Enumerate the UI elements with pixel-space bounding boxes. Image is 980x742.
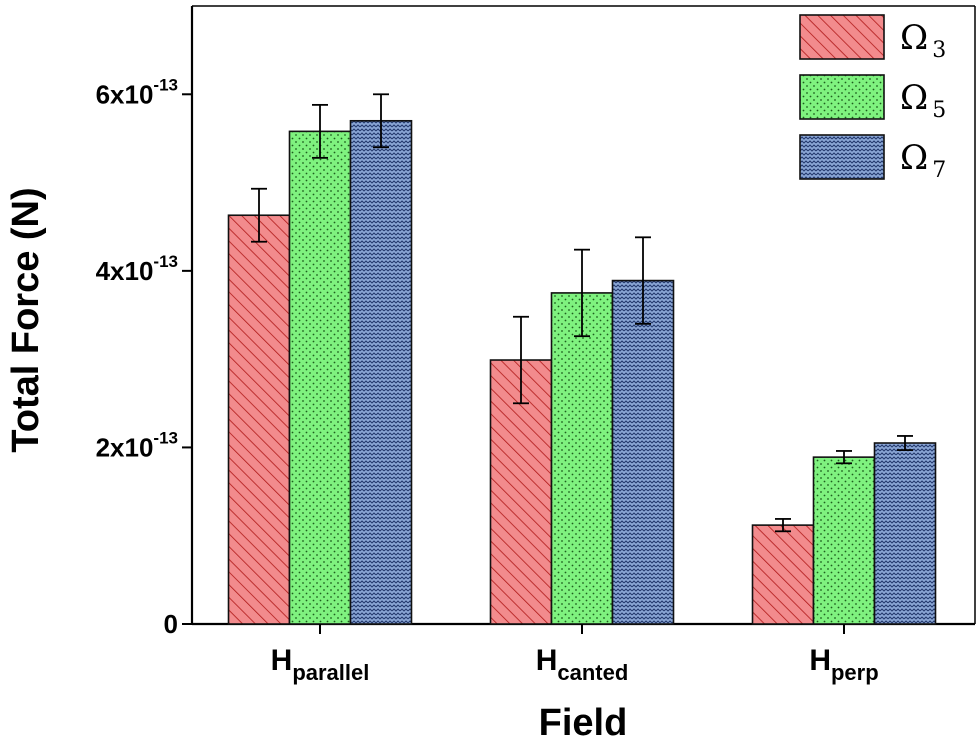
x-tick-label-sub: perp xyxy=(831,660,879,685)
y-tick-exponent: -13 xyxy=(153,75,178,94)
x-tick-label-main: H xyxy=(271,644,293,677)
x-axis-title: Field xyxy=(539,702,628,742)
legend-swatch xyxy=(799,74,885,120)
legend: Ω 3Ω 5Ω 7 xyxy=(799,14,946,183)
y-tick-mantissa: 6x10 xyxy=(96,79,154,109)
x-tick-label-main: H xyxy=(536,644,558,677)
y-tick-exponent: -13 xyxy=(153,252,178,271)
bar-Ω5-perp xyxy=(812,456,876,625)
y-tick-label: 4x10-13 xyxy=(96,252,178,286)
error-bar xyxy=(574,248,590,338)
error-bar xyxy=(836,450,852,465)
error-bars-group xyxy=(251,93,913,533)
legend-label-subscript: 3 xyxy=(932,38,946,63)
y-axis-title: Total Force (N) xyxy=(5,187,47,452)
y-tick-exponent: -13 xyxy=(153,428,178,447)
x-axis-ticks: Hparallel Hcanted Hperp xyxy=(271,624,879,685)
error-bar xyxy=(373,93,389,149)
y-tick-mantissa: 2x10 xyxy=(96,432,154,462)
error-bar xyxy=(897,435,913,451)
x-tick-label-canted: Hcanted xyxy=(536,644,629,685)
bar-Ω5-parallel xyxy=(288,130,352,625)
x-tick-label-parallel: Hparallel xyxy=(271,644,370,685)
error-bar xyxy=(312,103,328,159)
y-tick-mantissa: 4x10 xyxy=(96,256,154,286)
x-tick-label-perp: Hperp xyxy=(809,644,878,685)
x-tick-label-sub: canted xyxy=(557,660,628,685)
legend-label-symbol: Ω xyxy=(900,78,928,118)
legend-swatch xyxy=(799,134,885,180)
error-bar xyxy=(635,236,651,325)
bar-Ω3-parallel xyxy=(227,214,291,625)
error-bar xyxy=(513,315,529,405)
legend-label-symbol: Ω xyxy=(900,138,928,178)
y-tick-mantissa: 0 xyxy=(164,609,178,639)
bar-Ω7-canted xyxy=(611,279,675,625)
legend-label-symbol: Ω xyxy=(900,18,928,58)
x-tick-label-main: H xyxy=(809,644,831,677)
bars-group xyxy=(227,119,937,625)
error-bar xyxy=(251,187,267,243)
bar-Ω3-perp xyxy=(751,524,815,625)
legend-label-subscript: 7 xyxy=(932,158,946,183)
x-tick-label-sub: parallel xyxy=(292,660,369,685)
bar-Ω5-canted xyxy=(550,292,614,625)
legend-label-subscript: 5 xyxy=(932,98,946,123)
y-tick-label: 2x10-13 xyxy=(96,428,178,462)
bar-Ω7-perp xyxy=(873,442,937,625)
y-tick-label: 0 xyxy=(164,609,178,639)
legend-swatch xyxy=(799,14,885,60)
bar-Ω7-parallel xyxy=(349,119,413,625)
error-bar xyxy=(775,518,791,533)
y-tick-label: 6x10-13 xyxy=(96,75,178,109)
